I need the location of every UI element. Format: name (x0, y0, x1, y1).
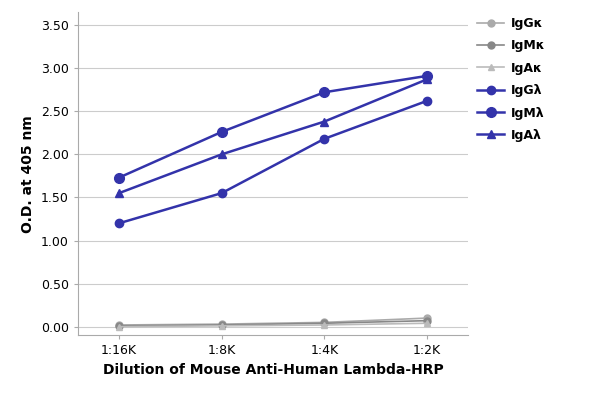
IgAκ (424, 321, 431, 326)
IgAκ (321, 322, 328, 327)
IgGλ (115, 221, 122, 226)
IgGλ (218, 191, 225, 196)
IgMλ (321, 90, 328, 95)
IgMκ (115, 324, 122, 328)
IgAλ (115, 191, 122, 196)
Line: IgMκ: IgMκ (116, 317, 430, 329)
IgMλ (218, 130, 225, 135)
Y-axis label: O.D. at 405 nm: O.D. at 405 nm (22, 115, 35, 233)
Legend: IgGκ, IgMκ, IgAκ, IgGλ, IgMλ, IgAλ: IgGκ, IgMκ, IgAκ, IgGλ, IgMλ, IgAλ (472, 12, 550, 147)
IgGκ (321, 320, 328, 325)
IgAλ (321, 119, 328, 124)
X-axis label: Dilution of Mouse Anti-Human Lambda-HRP: Dilution of Mouse Anti-Human Lambda-HRP (103, 363, 443, 377)
IgMκ (321, 321, 328, 326)
IgMλ (424, 74, 431, 78)
IgMκ (218, 322, 225, 327)
IgMκ (424, 318, 431, 323)
IgGκ (115, 322, 122, 327)
IgAλ (218, 152, 225, 157)
IgGλ (424, 99, 431, 103)
IgAκ (115, 324, 122, 329)
Line: IgMλ: IgMλ (114, 71, 432, 183)
IgMλ (115, 175, 122, 180)
IgGκ (218, 322, 225, 326)
IgGκ (424, 316, 431, 320)
Line: IgGλ: IgGλ (115, 97, 431, 227)
IgGλ (321, 137, 328, 141)
Line: IgAλ: IgAλ (115, 75, 431, 197)
IgAλ (424, 77, 431, 82)
Line: IgAκ: IgAκ (116, 320, 430, 330)
IgAκ (218, 324, 225, 328)
Line: IgGκ: IgGκ (116, 315, 430, 328)
